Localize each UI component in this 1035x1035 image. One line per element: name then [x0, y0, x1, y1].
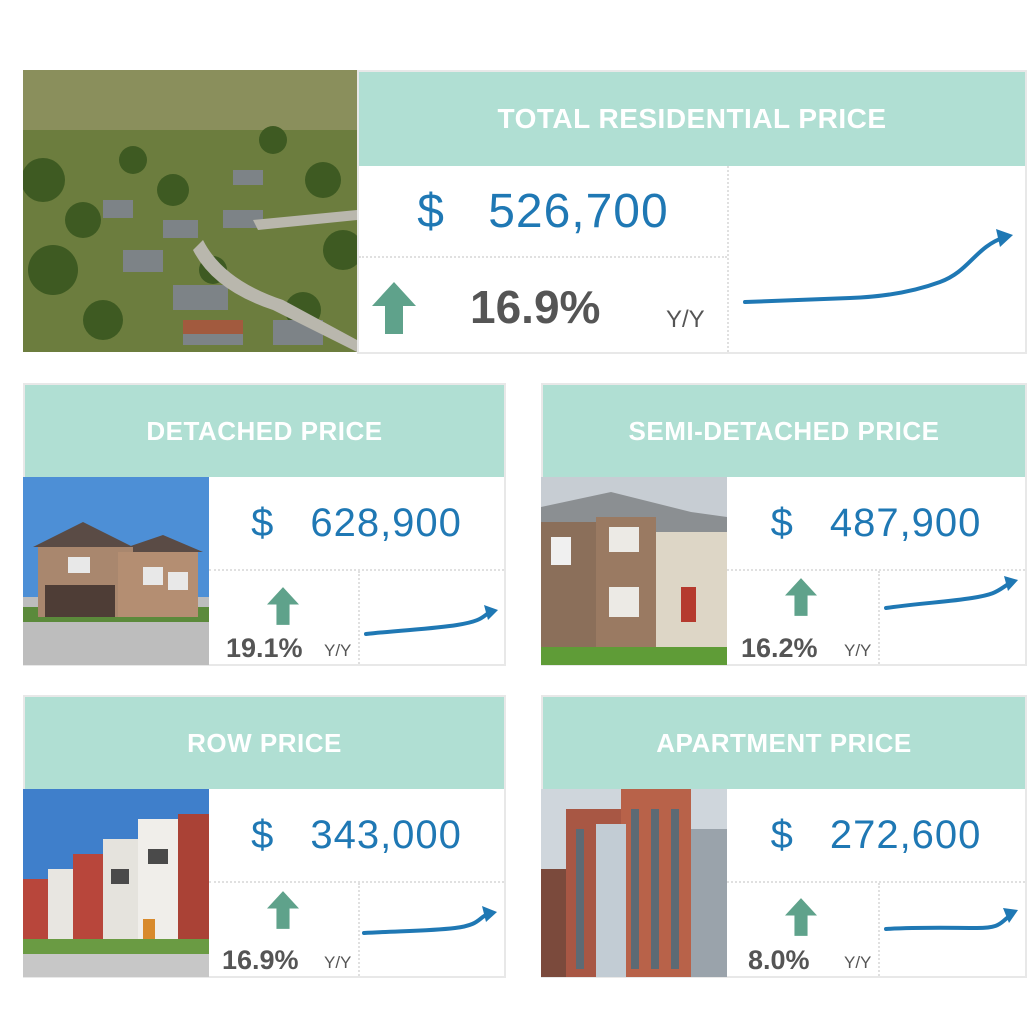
apartment-trend-sparkline	[884, 908, 1018, 931]
row-card-header: ROW PRICE	[25, 697, 504, 789]
apartment-divider	[878, 883, 880, 976]
semi-detached-house-photo	[541, 477, 727, 665]
total-card-title: TOTAL RESIDENTIAL PRICE	[497, 103, 887, 134]
total-trend-sparkline	[743, 229, 1013, 304]
apartment-currency: $	[770, 812, 794, 857]
up-arrow-icon	[372, 282, 416, 334]
row-price: $ 343,000	[209, 789, 504, 883]
semi-divider	[878, 571, 880, 664]
total-card-header: TOTAL RESIDENTIAL PRICE	[359, 72, 1025, 166]
detached-period: Y/Y	[324, 641, 352, 660]
row-trend-sparkline	[362, 906, 497, 935]
semi-change: 16.2%	[741, 633, 818, 663]
apartment-card-title: APARTMENT PRICE	[656, 727, 912, 758]
detached-card-title: DETACHED PRICE	[146, 415, 383, 446]
up-arrow-icon	[785, 578, 817, 616]
detached-change: 19.1%	[226, 633, 303, 663]
aerial-neighborhood-photo	[23, 70, 357, 352]
detached-card-header: DETACHED PRICE	[25, 385, 504, 477]
detached-price: $ 628,900	[209, 477, 504, 571]
row-currency: $	[251, 812, 275, 857]
total-period: Y/Y	[666, 306, 705, 333]
total-change: 16.9%	[470, 281, 601, 333]
up-arrow-icon	[785, 898, 817, 936]
detached-house-photo	[23, 477, 209, 665]
semi-card-header: SEMI-DETACHED PRICE	[543, 385, 1025, 477]
semi-currency: $	[770, 500, 794, 545]
total-divider	[727, 166, 729, 352]
semi-period: Y/Y	[844, 641, 872, 660]
row-divider	[358, 883, 360, 976]
semi-price-value: 487,900	[829, 500, 982, 545]
apartment-period: Y/Y	[844, 953, 872, 972]
row-change: 16.9%	[222, 945, 299, 975]
up-arrow-icon	[267, 891, 299, 929]
total-currency: $	[417, 184, 445, 238]
semi-price: $ 487,900	[727, 477, 1025, 571]
apartment-change: 8.0%	[748, 945, 810, 975]
row-period: Y/Y	[324, 953, 352, 972]
row-price-value: 343,000	[310, 812, 462, 857]
semi-card-title: SEMI-DETACHED PRICE	[628, 415, 940, 446]
apartment-price: $ 272,600	[727, 789, 1025, 883]
row-houses-photo	[23, 789, 209, 977]
apartment-card-header: APARTMENT PRICE	[543, 697, 1025, 789]
total-price: $ 526,700	[359, 166, 727, 258]
row-card-title: ROW PRICE	[187, 727, 342, 758]
total-price-value: 526,700	[488, 184, 669, 238]
apartment-price-value: 272,600	[829, 812, 982, 857]
detached-price-value: 628,900	[310, 500, 462, 545]
detached-divider	[358, 571, 360, 664]
detached-currency: $	[251, 500, 275, 545]
apartment-tower-photo	[541, 789, 727, 977]
up-arrow-icon	[267, 587, 299, 625]
detached-trend-sparkline	[364, 605, 498, 636]
semi-trend-sparkline	[884, 576, 1018, 610]
